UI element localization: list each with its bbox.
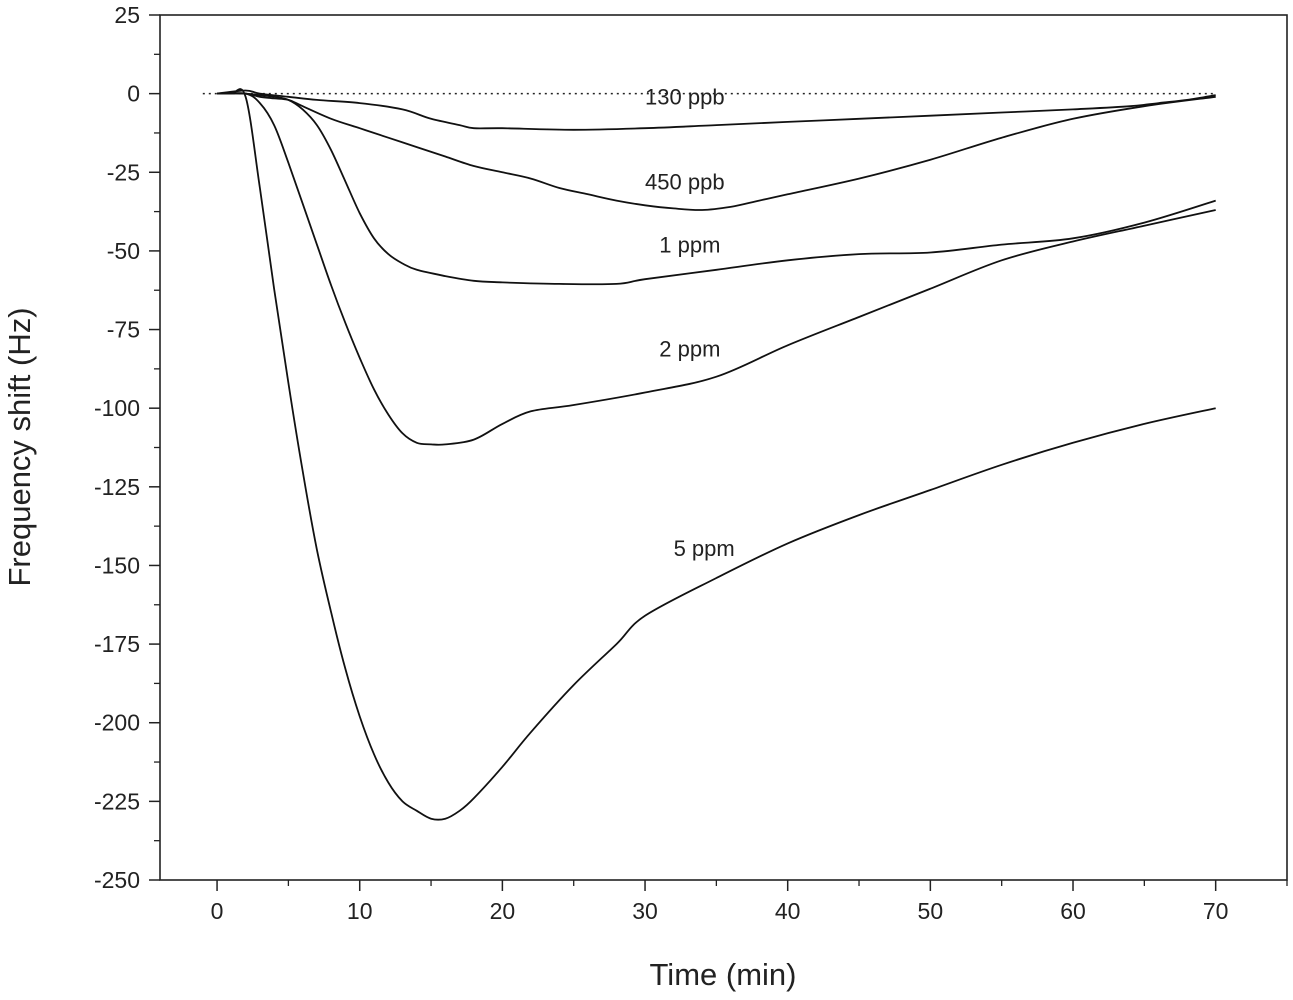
series-layer (217, 88, 1216, 821)
y-tick-label: -100 (94, 395, 140, 421)
x-tick-label: 40 (775, 898, 801, 924)
y-tick-label: -125 (94, 474, 140, 500)
x-tick-label: 20 (490, 898, 516, 924)
series-line-450-ppb (217, 92, 1216, 211)
y-tick-label: -175 (94, 631, 140, 657)
series-label-2-ppm: 2 ppm (659, 336, 720, 361)
x-tick-label: 50 (918, 898, 944, 924)
y-tick-label: -250 (94, 867, 140, 893)
axis-tick-labels: 0 10 20 30 40 50 60 70 25 0 -25 -50 -75 -100 -125 -150 -… (94, 2, 1229, 924)
y-tick-label: -25 (107, 159, 140, 185)
x-tick-label: 30 (632, 898, 658, 924)
y-tick-label: -225 (94, 788, 140, 814)
series-label-1-ppm: 1 ppm (659, 232, 720, 257)
x-tick-label: 60 (1060, 898, 1086, 924)
series-line-5-ppm (217, 88, 1216, 821)
y-tick-label: 0 (127, 81, 140, 107)
series-label-layer: 130 ppb 450 ppb 1 ppm 2 ppm 5 ppm (645, 85, 735, 561)
y-tick-label: 25 (114, 2, 140, 28)
y-tick-label: -200 (94, 710, 140, 736)
y-tick-label: -50 (107, 238, 140, 264)
series-line-130-ppb (217, 89, 1216, 131)
x-axis-title: Time (min) (650, 957, 797, 992)
series-label-5-ppm: 5 ppm (674, 536, 735, 561)
series-line-1-ppm (217, 92, 1216, 286)
x-tick-label: 70 (1203, 898, 1229, 924)
series-label-130-ppb: 130 ppb (645, 85, 725, 110)
series-label-450-ppb: 450 ppb (645, 170, 725, 195)
x-tick-label: 10 (347, 898, 373, 924)
x-tick-label: 0 (211, 898, 224, 924)
axis-ticks (149, 14, 1288, 891)
y-tick-label: -150 (94, 552, 140, 578)
y-axis-title: Frequency shift (Hz) (2, 307, 37, 586)
y-tick-label: -75 (107, 317, 140, 343)
series-line-2-ppm (217, 92, 1216, 446)
